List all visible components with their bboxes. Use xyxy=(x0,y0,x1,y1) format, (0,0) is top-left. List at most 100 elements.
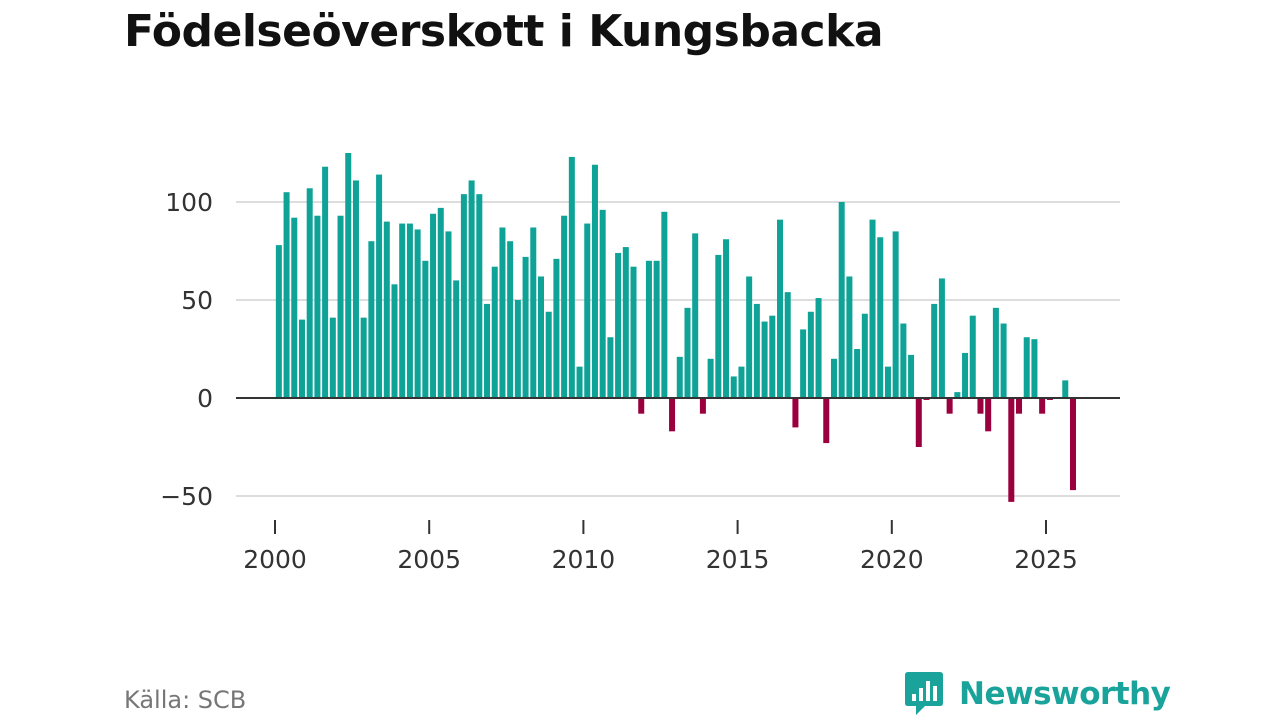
bar xyxy=(977,398,984,414)
bar xyxy=(854,349,861,398)
bar xyxy=(591,164,598,398)
bar xyxy=(376,174,383,398)
bar xyxy=(753,303,760,398)
bar xyxy=(484,303,491,398)
brand-name: Newsworthy xyxy=(959,676,1171,712)
bar xyxy=(460,194,467,398)
y-tick-label: 50 xyxy=(181,286,213,315)
bar xyxy=(954,392,961,398)
bar xyxy=(1062,380,1069,398)
bars xyxy=(275,153,1076,502)
y-tick-label: 100 xyxy=(165,188,213,217)
chart-title: Födelseöverskott i Kungsbacka xyxy=(124,6,884,57)
bar xyxy=(545,311,552,398)
bar xyxy=(1031,339,1038,398)
bar xyxy=(769,315,776,398)
bar xyxy=(430,213,437,398)
bar xyxy=(491,266,498,398)
bar xyxy=(499,227,506,398)
bar xyxy=(931,303,938,398)
bar xyxy=(969,315,976,398)
bar xyxy=(453,280,460,398)
gridlines xyxy=(236,201,1120,497)
bar xyxy=(830,358,837,398)
bar xyxy=(298,319,305,398)
bar xyxy=(360,317,367,398)
y-tick-label: −50 xyxy=(160,482,213,511)
bar xyxy=(838,202,845,398)
bar xyxy=(537,276,544,398)
bar xyxy=(576,366,583,398)
bar xyxy=(622,247,629,398)
bar xyxy=(630,266,637,398)
bar xyxy=(607,337,614,398)
bar xyxy=(368,241,375,398)
bar xyxy=(699,398,706,414)
bar xyxy=(884,366,891,398)
bar xyxy=(522,256,529,398)
bar xyxy=(800,329,807,398)
bar xyxy=(291,217,298,398)
bar xyxy=(661,211,668,398)
bar xyxy=(869,219,876,398)
bar xyxy=(584,223,591,398)
bar xyxy=(915,398,922,447)
bar xyxy=(638,398,645,414)
bar xyxy=(553,258,560,398)
bar xyxy=(1000,323,1007,398)
bar xyxy=(568,156,575,398)
bar xyxy=(807,311,814,398)
bar xyxy=(992,307,999,398)
bar xyxy=(946,398,953,414)
x-tick-label: 2025 xyxy=(1014,545,1078,574)
bar xyxy=(468,180,475,398)
bar xyxy=(715,254,722,398)
bar xyxy=(676,356,683,398)
y-tick-label: 0 xyxy=(197,384,213,413)
bar xyxy=(414,229,421,398)
bar xyxy=(615,252,622,398)
bar xyxy=(684,307,691,398)
bar xyxy=(723,239,730,398)
bar xyxy=(314,215,321,398)
x-tick-label: 2020 xyxy=(860,545,924,574)
bar xyxy=(476,194,483,398)
bar xyxy=(561,215,568,398)
bar xyxy=(530,227,537,398)
bar xyxy=(306,188,313,398)
bar xyxy=(352,180,359,398)
bar xyxy=(1008,398,1015,502)
bar xyxy=(985,398,992,432)
bar xyxy=(1069,398,1076,491)
newsworthy-logo-icon xyxy=(905,672,943,715)
bar xyxy=(823,398,830,444)
bar xyxy=(707,358,714,398)
bar xyxy=(329,317,336,398)
bar xyxy=(892,231,899,398)
bar xyxy=(908,354,915,398)
bar xyxy=(399,223,406,398)
bar xyxy=(1023,337,1030,398)
x-tick-label: 2015 xyxy=(706,545,770,574)
bar xyxy=(422,260,429,398)
bar xyxy=(861,313,868,398)
bar xyxy=(437,207,444,398)
bar xyxy=(877,237,884,398)
bar xyxy=(738,366,745,398)
bar xyxy=(599,209,606,398)
x-tick-label: 2000 xyxy=(243,545,307,574)
bar xyxy=(507,241,514,398)
source-note: Källa: SCB xyxy=(124,686,247,714)
bar xyxy=(337,215,344,398)
bar xyxy=(1016,398,1023,414)
x-tick-label: 2005 xyxy=(397,545,461,574)
bar xyxy=(746,276,753,398)
bar xyxy=(784,292,791,398)
bar xyxy=(391,284,398,398)
bar xyxy=(900,323,907,398)
bar xyxy=(653,260,660,398)
bar xyxy=(275,245,282,398)
bar xyxy=(761,321,768,398)
bar xyxy=(815,298,822,398)
